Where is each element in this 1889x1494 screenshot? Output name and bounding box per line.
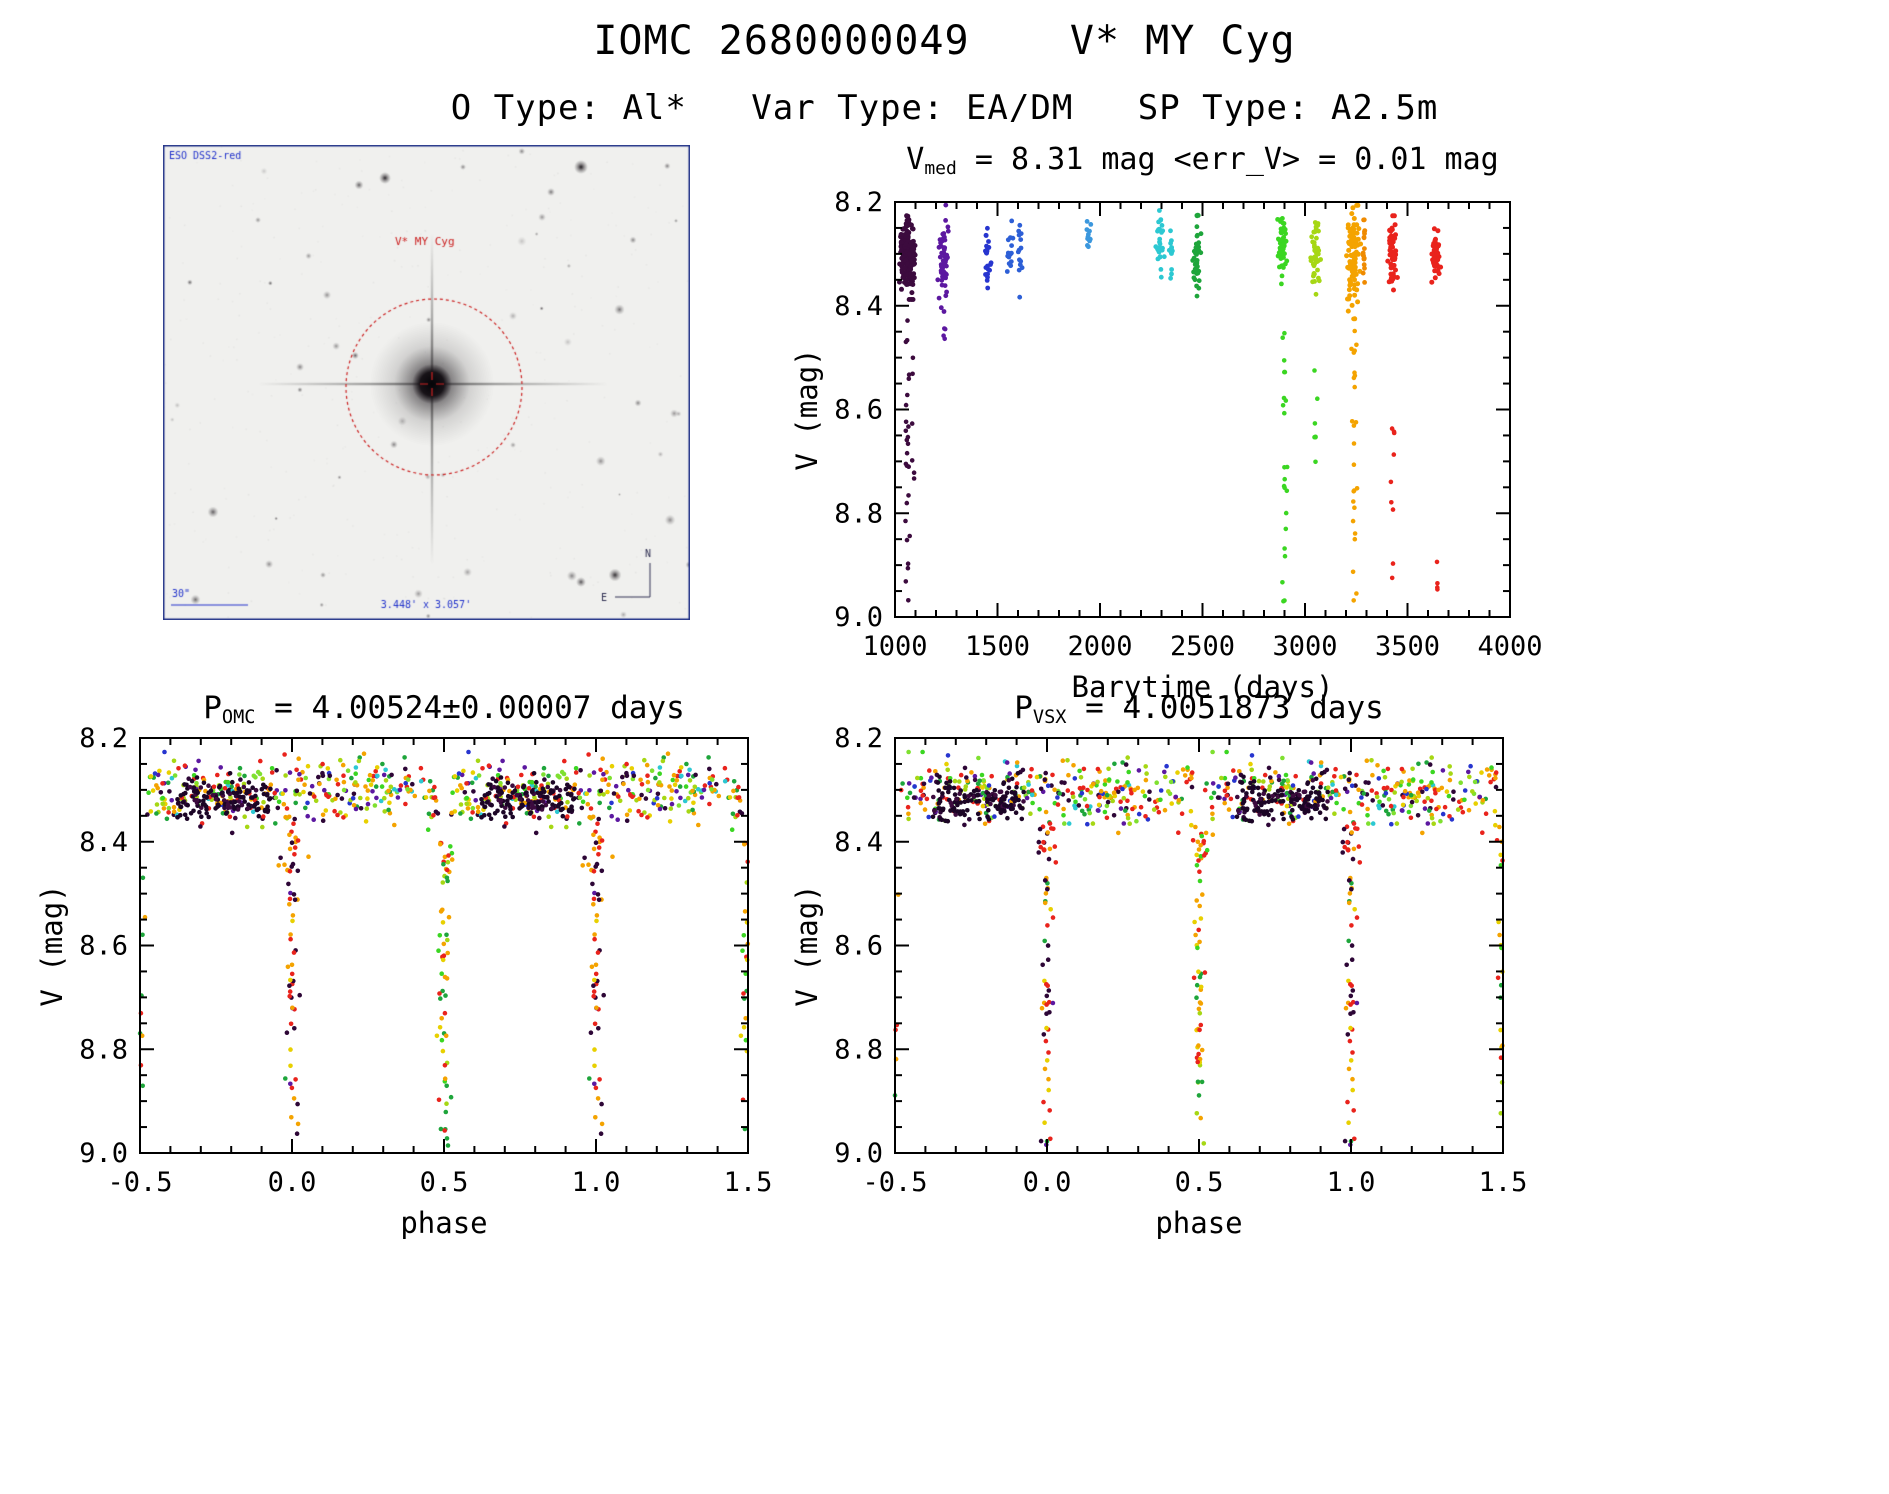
svg-text:1.0: 1.0 xyxy=(1327,1167,1376,1198)
svg-text:8.4: 8.4 xyxy=(834,291,883,322)
svg-text:8.8: 8.8 xyxy=(834,498,883,529)
svg-text:0.5: 0.5 xyxy=(1175,1167,1224,1198)
svg-text:V (mag): V (mag) xyxy=(35,884,69,1006)
svg-text:8.2: 8.2 xyxy=(834,187,883,218)
phase-folded-plot-omc: POMC = 4.00524±0.00007 days -0.5 0.0 0.5 1.… xyxy=(30,690,820,1270)
svg-text:0.0: 0.0 xyxy=(268,1167,317,1198)
svg-text:8.2: 8.2 xyxy=(834,723,883,754)
finder-chart-image xyxy=(163,145,690,620)
svg-text:4000: 4000 xyxy=(1477,631,1542,662)
lightcurve-time-series-plot: Vmed = 8.31 mag <err_V> = 0.01 mag 1000 1… xyxy=(780,142,1570,712)
svg-text:1000: 1000 xyxy=(862,631,927,662)
svg-text:9.0: 9.0 xyxy=(834,602,883,633)
svg-text:3000: 3000 xyxy=(1272,631,1337,662)
title-rest: = 4.0051873 days xyxy=(1066,690,1384,726)
svg-text:V (mag): V (mag) xyxy=(790,884,824,1006)
svg-text:phase: phase xyxy=(400,1206,487,1240)
title-main: P xyxy=(203,690,222,726)
phase-omc-title: POMC = 4.00524±0.00007 days xyxy=(140,690,748,728)
title-rest: = 4.00524±0.00007 days xyxy=(255,690,685,726)
svg-text:8.4: 8.4 xyxy=(79,827,128,858)
phase-vsx-title: PVSX = 4.0051873 days xyxy=(895,690,1503,728)
title-main: V xyxy=(906,142,925,177)
title-rest: = 8.31 mag <err_V> = 0.01 mag xyxy=(956,142,1499,177)
phase-folded-plot-vsx: PVSX = 4.0051873 days -0.5 0.0 0.5 1.0 1.5 8.… xyxy=(785,690,1575,1270)
svg-text:3500: 3500 xyxy=(1375,631,1440,662)
page-subtitle: O Type: Al* Var Type: EA/DM SP Type: A2.… xyxy=(450,88,1439,128)
svg-text:-0.5: -0.5 xyxy=(862,1167,927,1198)
svg-text:1.5: 1.5 xyxy=(1479,1167,1528,1198)
svg-text:8.6: 8.6 xyxy=(834,395,883,426)
svg-text:2000: 2000 xyxy=(1067,631,1132,662)
svg-text:9.0: 9.0 xyxy=(79,1138,128,1169)
svg-text:8.8: 8.8 xyxy=(79,1034,128,1065)
svg-text:1500: 1500 xyxy=(965,631,1030,662)
svg-text:phase: phase xyxy=(1155,1206,1242,1240)
time-series-title: Vmed = 8.31 mag <err_V> = 0.01 mag xyxy=(895,142,1510,179)
svg-text:-0.5: -0.5 xyxy=(107,1167,172,1198)
phase-vsx-svg: -0.5 0.0 0.5 1.0 1.5 8.2 8.4 8.6 8.8 9.0 phase V (m… xyxy=(790,723,1528,1240)
title-sub: OMC xyxy=(221,707,256,729)
svg-text:8.4: 8.4 xyxy=(834,827,883,858)
svg-text:0.5: 0.5 xyxy=(420,1167,469,1198)
svg-text:1.5: 1.5 xyxy=(724,1167,773,1198)
page-title: IOMC 2680000049 V* MY Cyg xyxy=(593,18,1296,64)
svg-text:8.8: 8.8 xyxy=(834,1034,883,1065)
title-sub: VSX xyxy=(1032,707,1067,729)
svg-text:8.6: 8.6 xyxy=(834,931,883,962)
svg-text:8.2: 8.2 xyxy=(79,723,128,754)
svg-text:Barytime (days): Barytime (days) xyxy=(1072,670,1334,704)
svg-text:0.0: 0.0 xyxy=(1023,1167,1072,1198)
time-series-svg: 1000 1500 2000 2500 3000 3500 4000 8.2 8.4 8.6 8.8… xyxy=(790,187,1543,704)
svg-text:1.0: 1.0 xyxy=(572,1167,621,1198)
svg-text:9.0: 9.0 xyxy=(834,1138,883,1169)
svg-text:2500: 2500 xyxy=(1170,631,1235,662)
title-sub: med xyxy=(924,158,957,180)
svg-text:V (mag): V (mag) xyxy=(790,348,824,470)
svg-text:8.6: 8.6 xyxy=(79,931,128,962)
title-main: P xyxy=(1014,690,1033,726)
phase-omc-svg: -0.5 0.0 0.5 1.0 1.5 8.2 8.4 8.6 8.8 9.0 phase V (m… xyxy=(35,723,773,1240)
